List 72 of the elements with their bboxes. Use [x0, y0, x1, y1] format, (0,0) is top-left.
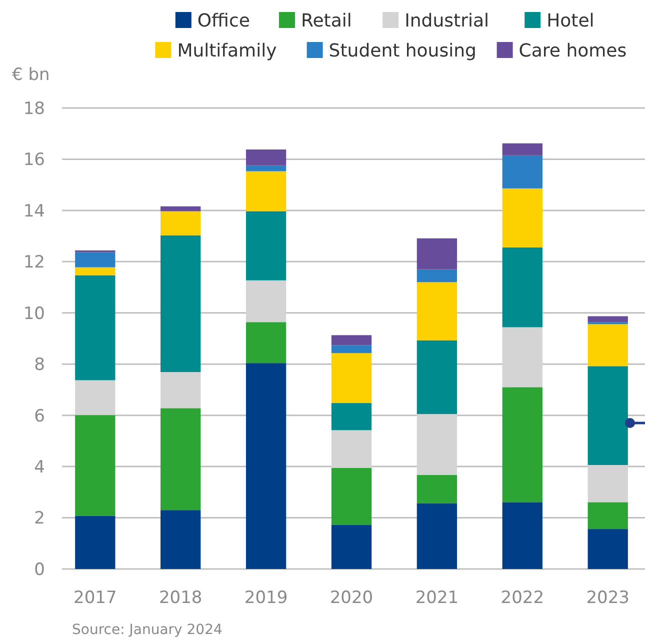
y-tick-label: 12 [23, 252, 45, 273]
bar [502, 188, 542, 248]
bar [331, 468, 372, 525]
legend-label: Student housing [328, 40, 476, 62]
bar [331, 403, 372, 430]
y-tick-label: 6 [34, 406, 45, 426]
bar [502, 143, 542, 156]
bar [416, 238, 458, 270]
legend-label: Office [197, 10, 250, 32]
bar [75, 415, 116, 516]
x-tick-label: 2023 [586, 588, 630, 608]
bar [588, 529, 628, 569]
x-tick-label: 2017 [74, 588, 117, 608]
bar [246, 280, 286, 322]
bar [502, 387, 542, 502]
x-tick-label: 2018 [158, 588, 202, 608]
bar [75, 275, 116, 380]
bar [75, 516, 116, 569]
y-tick-label: 0 [34, 560, 45, 580]
bar [160, 408, 201, 510]
bar [502, 155, 542, 188]
x-tick-label: 2021 [415, 588, 459, 608]
bar [75, 252, 116, 268]
bar [331, 345, 372, 354]
legend-label: Care homes [518, 40, 627, 62]
bar [246, 149, 286, 166]
legend-label: Retail [301, 10, 352, 32]
bar [160, 510, 201, 569]
bar [160, 211, 201, 236]
bar [246, 322, 286, 364]
bar [331, 524, 372, 569]
bar [416, 340, 458, 414]
bar [416, 475, 458, 504]
bar [331, 430, 372, 468]
bar [246, 165, 286, 172]
bar [588, 465, 628, 502]
bar [502, 247, 542, 328]
x-tick-label: 2020 [330, 588, 374, 608]
bar [160, 235, 201, 372]
x-tick-label: 2022 [500, 588, 544, 608]
x-tick-label: 2019 [244, 588, 288, 608]
bar [502, 327, 542, 388]
bar [160, 372, 201, 408]
y-tick-label: 16 [23, 150, 45, 170]
bar [502, 502, 542, 569]
bar [416, 269, 458, 282]
legend-label: Multifamily [177, 40, 278, 62]
bar [416, 414, 458, 476]
bar [75, 267, 116, 276]
legend-label: Hotel [546, 10, 594, 32]
y-tick-label: 2 [34, 508, 45, 529]
bar [588, 502, 628, 530]
y-tick-label: 10 [23, 304, 45, 324]
bar [588, 366, 628, 466]
bar [246, 171, 286, 212]
y-tick-label: 8 [34, 355, 45, 376]
bar [331, 335, 372, 346]
y-tick-label: 14 [23, 201, 45, 222]
source-note: Source: January 2024 [72, 622, 222, 638]
bar [160, 206, 201, 212]
bar [416, 503, 458, 569]
bar [75, 380, 116, 416]
y-axis-title: € bn [12, 65, 50, 85]
bar [246, 211, 286, 280]
legend-label: Industrial [404, 10, 490, 32]
bar [331, 353, 372, 404]
bar [588, 324, 628, 366]
bar [416, 282, 458, 340]
y-tick-label: 4 [34, 458, 45, 478]
y-tick-label: 18 [23, 98, 45, 119]
bar [246, 363, 286, 569]
bar [588, 316, 628, 322]
